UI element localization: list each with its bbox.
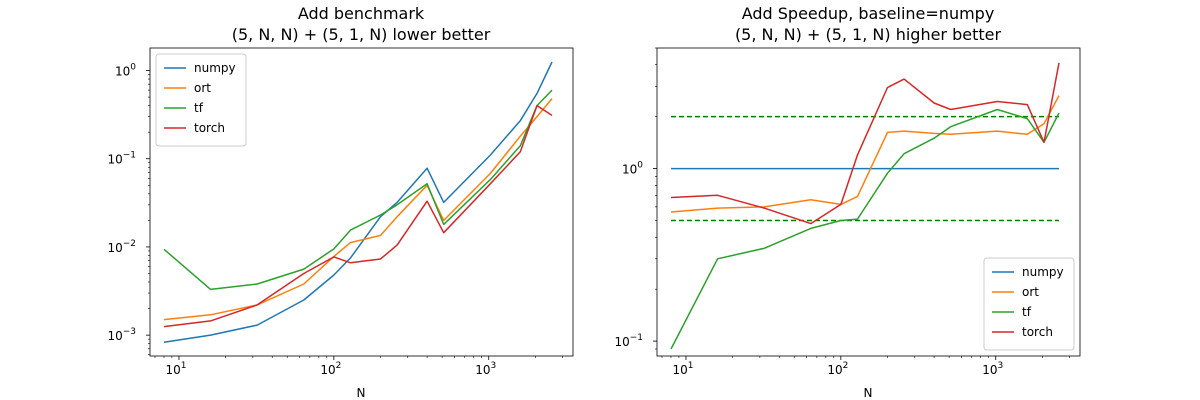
x-tick-label: 101: [165, 361, 186, 377]
x-tick-label: 103: [982, 361, 1003, 377]
legend-label-tf: tf: [1022, 305, 1032, 319]
x-tick-label: 102: [320, 361, 341, 377]
series-line-torch: [670, 62, 1060, 225]
plot-area: 101 102 103 10−3 10−2 10−1 100 numpy ort tf torch: [107, 47, 574, 377]
legend-box: [983, 257, 1075, 351]
y-tick-label: 100: [115, 63, 136, 79]
legend: numpy ort tf torch: [155, 53, 247, 147]
x-tick-label: 101: [672, 361, 693, 377]
x-axis-label: N: [864, 386, 873, 400]
y-tick-label: 10−1: [614, 333, 643, 349]
legend-label-numpy: numpy: [1022, 265, 1064, 279]
series-line-torch: [163, 104, 553, 328]
legend-label-torch: torch: [1022, 325, 1053, 339]
legend-label-ort: ort: [194, 81, 211, 95]
legend-label-ort: ort: [1022, 285, 1039, 299]
series-line-ort: [163, 98, 553, 321]
legend-label-torch: torch: [194, 121, 225, 135]
y-tick-label: 10−2: [107, 239, 136, 255]
y-tick-label: 100: [622, 161, 643, 177]
benchmark-chart: Add benchmark (5, N, N) + (5, 1, N) lowe…: [107, 4, 574, 400]
chart-title-line2: (5, N, N) + (5, 1, N) higher better: [735, 25, 1002, 44]
series-line-tf: [163, 89, 553, 291]
series-line-tf: [670, 108, 1060, 350]
x-axis-label: N: [357, 386, 366, 400]
plot-area: 101 102 103 10−1 100 numpy ort tf torch: [614, 47, 1081, 377]
y-tick-label: 10−3: [107, 327, 136, 343]
axes-frame: [656, 47, 1081, 357]
axes-frame: [149, 47, 574, 357]
legend-box: [155, 53, 247, 147]
series-line-ort: [670, 95, 1060, 213]
legend-label-numpy: numpy: [194, 61, 236, 75]
speedup-chart: Add Speedup, baseline=numpy (5, N, N) + …: [614, 4, 1081, 400]
x-tick-label: 103: [475, 361, 496, 377]
chart-title-line1: Add Speedup, baseline=numpy: [742, 4, 995, 23]
y-tick-label: 10−1: [107, 151, 136, 167]
x-tick-label: 102: [827, 361, 848, 377]
legend-label-tf: tf: [194, 101, 204, 115]
legend: numpy ort tf torch: [983, 257, 1075, 351]
chart-title-line1: Add benchmark: [298, 4, 425, 23]
major-ticks: 101 102 103 10−1 100: [614, 161, 1003, 377]
chart-title-line2: (5, N, N) + (5, 1, N) lower better: [232, 25, 491, 44]
